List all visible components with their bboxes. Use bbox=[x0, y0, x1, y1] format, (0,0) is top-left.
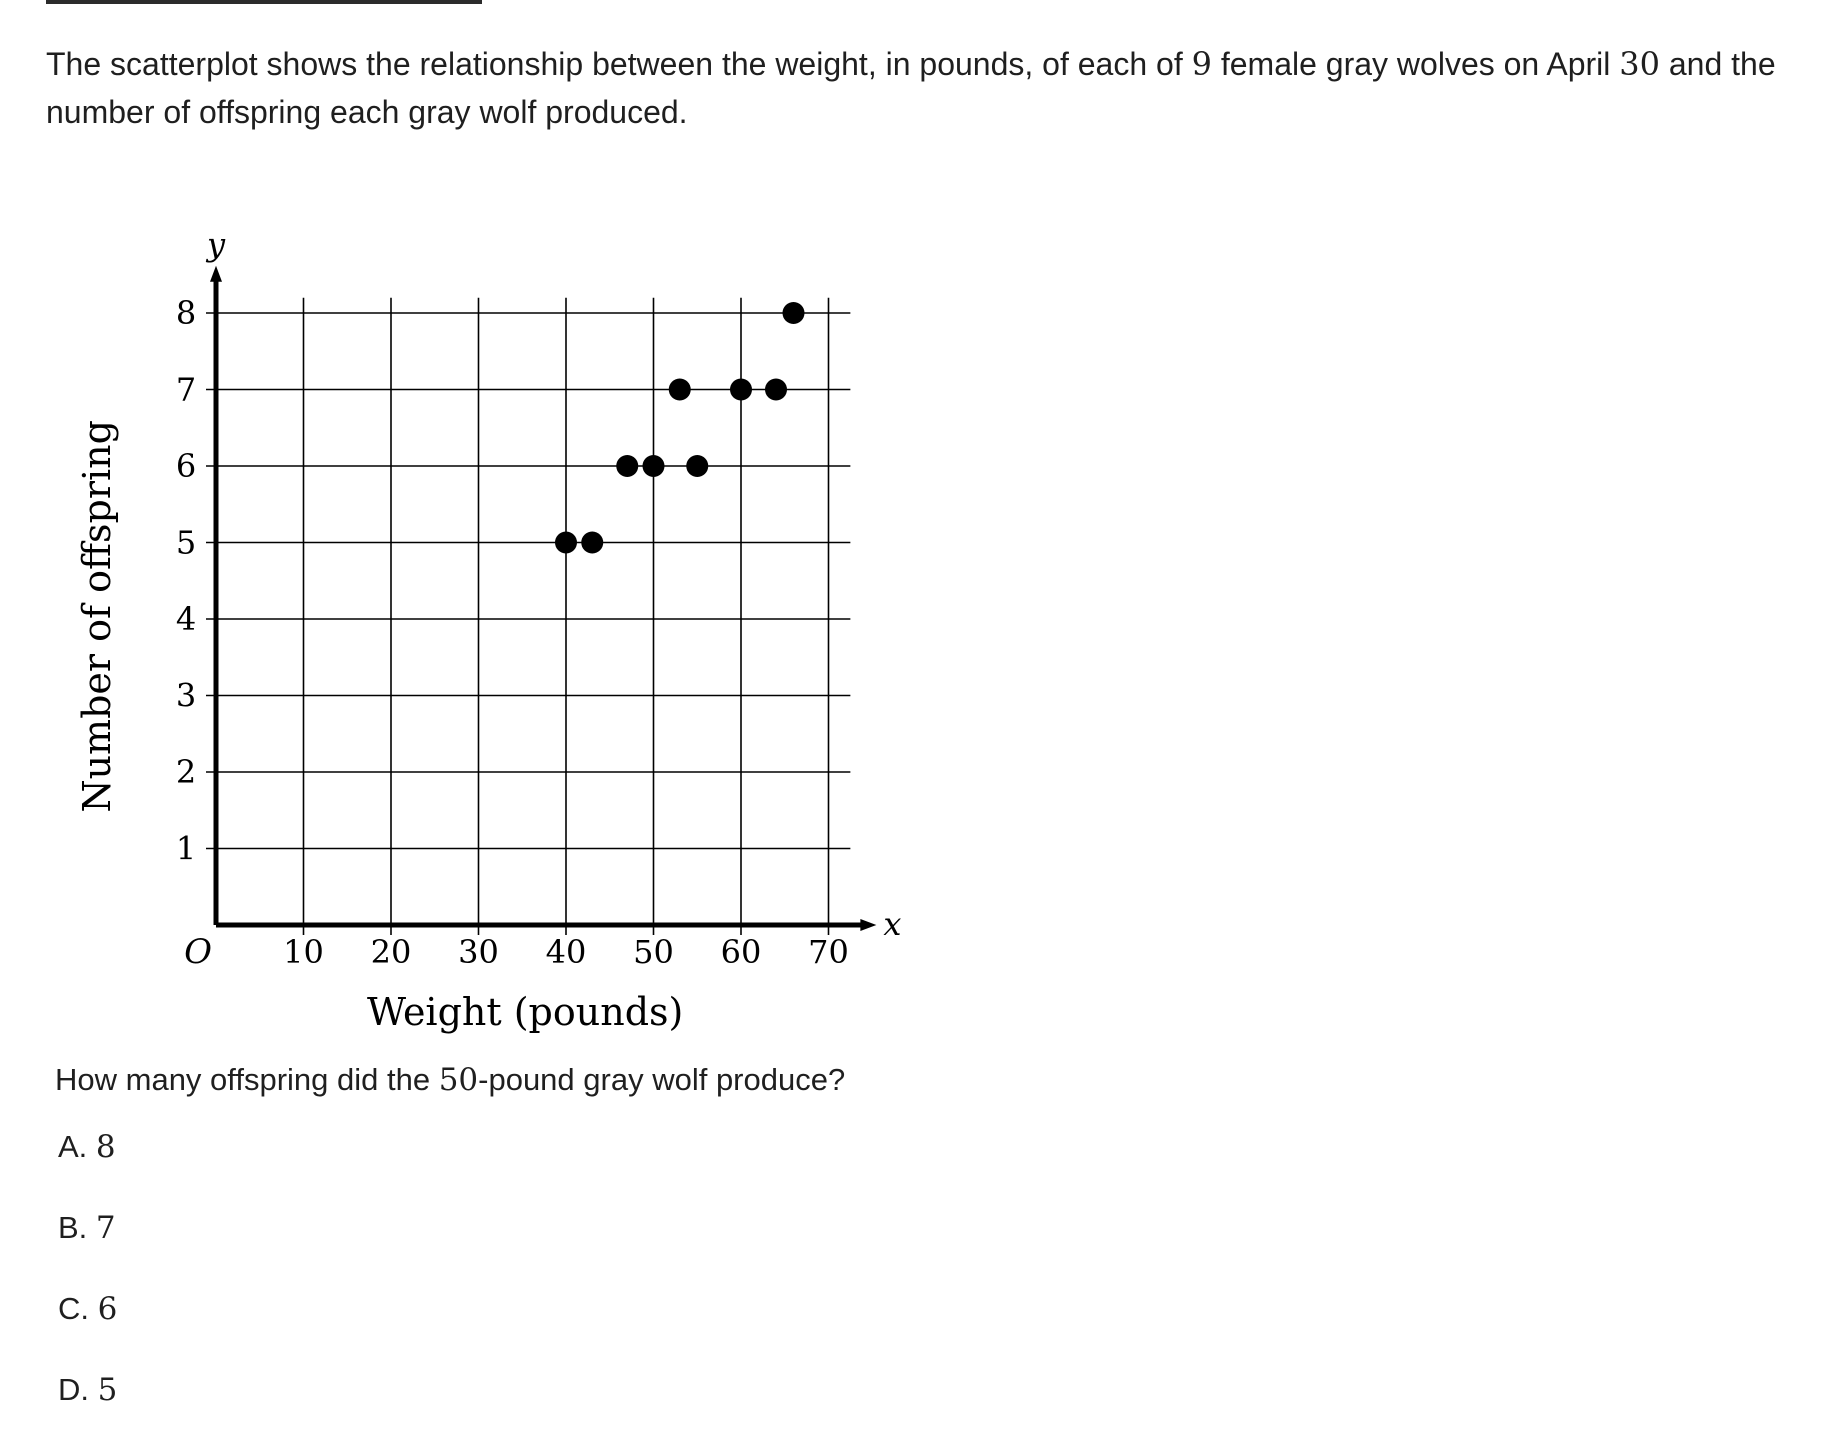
choice-b-letter: B. bbox=[58, 1210, 88, 1245]
choice-c-letter: C. bbox=[58, 1291, 89, 1326]
choice-d[interactable]: D. 5 bbox=[58, 1368, 117, 1412]
scatterplot: y x O 10 20 30 40 50 60 70 1 2 3 4 5 6 7 8 Weight (pounds)… bbox=[75, 226, 901, 1034]
stem-text-3: and the number of offspring each gray wo… bbox=[46, 46, 1776, 130]
y-axis-title: Number of offspring bbox=[75, 420, 119, 813]
x-axis-letter: x bbox=[883, 905, 901, 943]
stem-text-2: female gray wolves on April bbox=[1211, 46, 1620, 82]
question-text: How many offspring did the 50-pound gray… bbox=[55, 1058, 845, 1102]
choice-a-value: 8 bbox=[95, 1129, 116, 1165]
question-text-1: How many offspring did the bbox=[55, 1062, 439, 1097]
scatterplot-container: y x O 10 20 30 40 50 60 70 1 2 3 4 5 6 7 8 Weight (pounds)… bbox=[40, 225, 920, 1065]
choice-a[interactable]: A. 8 bbox=[58, 1125, 116, 1169]
y-tick-label: 5 bbox=[176, 524, 196, 562]
question-text-2: -pound gray wolf produce? bbox=[478, 1062, 846, 1097]
data-point bbox=[730, 378, 752, 401]
choice-b-value: 7 bbox=[95, 1210, 116, 1246]
question-number: 50 bbox=[438, 1062, 479, 1098]
question-stem: The scatterplot shows the relationship b… bbox=[46, 40, 1806, 136]
choice-a-letter: A. bbox=[58, 1129, 88, 1164]
top-divider bbox=[46, 0, 482, 4]
x-tick-label: 30 bbox=[458, 933, 499, 971]
x-tick-label: 40 bbox=[546, 933, 587, 971]
data-point bbox=[782, 302, 805, 324]
data-point bbox=[581, 531, 604, 554]
stem-text-1: The scatterplot shows the relationship b… bbox=[46, 46, 1192, 82]
y-tick-label: 7 bbox=[176, 371, 196, 409]
y-tick-label: 4 bbox=[176, 600, 196, 638]
choice-c-value: 6 bbox=[97, 1291, 118, 1327]
y-tick-label: 1 bbox=[176, 830, 196, 868]
choice-d-value: 5 bbox=[97, 1372, 118, 1408]
x-tick-label: 10 bbox=[283, 933, 324, 971]
data-point bbox=[616, 455, 639, 477]
x-tick-label: 20 bbox=[371, 933, 412, 971]
stem-number-date: 30 bbox=[1619, 45, 1660, 83]
data-point bbox=[555, 531, 577, 554]
y-axis-arrowhead bbox=[210, 265, 222, 282]
y-tick-label: 8 bbox=[176, 294, 196, 332]
origin-label: O bbox=[184, 932, 212, 972]
choice-b[interactable]: B. 7 bbox=[58, 1206, 116, 1250]
y-tick-label: 2 bbox=[176, 753, 196, 791]
choice-d-letter: D. bbox=[58, 1372, 89, 1407]
stem-number-wolves: 9 bbox=[1191, 45, 1212, 83]
y-axis-letter: y bbox=[205, 226, 226, 264]
data-point bbox=[765, 378, 787, 401]
y-tick-label: 6 bbox=[176, 447, 196, 485]
choice-c[interactable]: C. 6 bbox=[58, 1287, 117, 1331]
x-axis-arrowhead bbox=[860, 919, 877, 931]
data-point bbox=[686, 455, 709, 477]
data-point bbox=[642, 455, 665, 477]
x-tick-label: 50 bbox=[633, 933, 674, 971]
x-tick-label: 70 bbox=[808, 933, 849, 971]
x-axis-title: Weight (pounds) bbox=[367, 990, 683, 1034]
y-tick-label: 3 bbox=[176, 677, 196, 715]
x-tick-label: 60 bbox=[721, 933, 762, 971]
data-point bbox=[668, 378, 691, 401]
